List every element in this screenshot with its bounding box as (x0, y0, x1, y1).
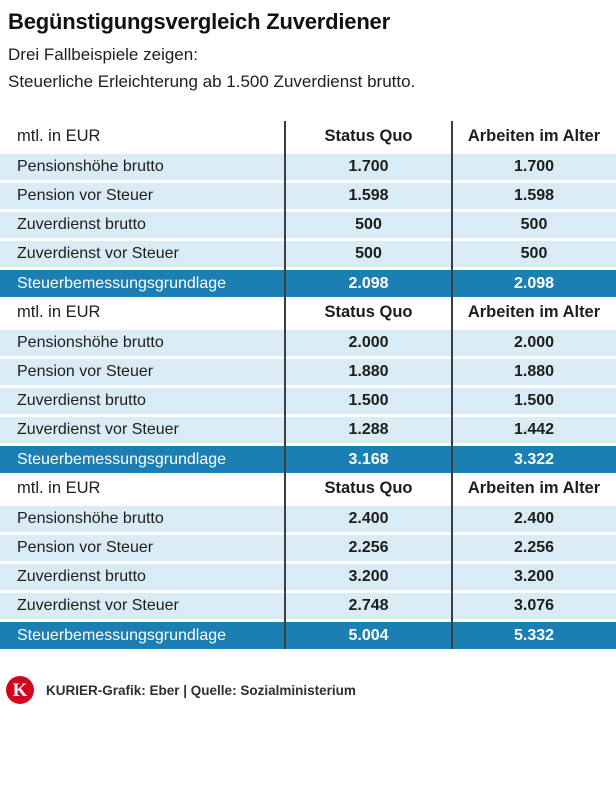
cell-value: 3.200 (513, 568, 555, 585)
cell-value: 2.098 (348, 274, 389, 292)
column-header-status-quo: Status Quo (324, 302, 413, 321)
cell-value: 3.076 (513, 597, 555, 614)
table-row: Pensionshöhe brutto 1.700 1.700 (0, 154, 616, 180)
cell-value: 1.598 (348, 187, 389, 204)
cell-value: 1.442 (513, 421, 555, 438)
column-divider (451, 121, 453, 297)
case-table-1: mtl. in EUR Status Quo Arbeiten im Alter… (0, 121, 616, 297)
kurier-logo: K (6, 676, 34, 704)
column-divider (284, 473, 286, 649)
case-table-2: mtl. in EUR Status Quo Arbeiten im Alter… (0, 297, 616, 473)
unit-header: mtl. in EUR (17, 126, 101, 145)
table-row: Pension vor Steuer 2.256 2.256 (0, 535, 616, 561)
cell-value: 2.748 (348, 597, 389, 614)
page-title: Begünstigungsvergleich Zuverdiener (8, 9, 390, 34)
cell-value: 1.880 (348, 363, 389, 380)
cell-value: 1.288 (348, 421, 389, 438)
row-label: Zuverdienst brutto (17, 216, 146, 233)
subtitle-line-1: Drei Fallbeispiele zeigen: (8, 45, 198, 64)
cell-value: 1.500 (513, 392, 555, 409)
cell-value: 1.500 (348, 392, 389, 409)
row-label: Steuerbemessungsgrundlage (17, 274, 227, 292)
cell-value: 5.332 (513, 626, 555, 644)
cell-value: 2.098 (513, 274, 555, 292)
table-header-row: mtl. in EUR Status Quo Arbeiten im Alter (0, 297, 616, 327)
row-label: Pensionshöhe brutto (17, 158, 164, 175)
cell-value: 3.168 (348, 450, 389, 468)
table-row: Zuverdienst brutto 3.200 3.200 (0, 564, 616, 590)
cell-value: 500 (355, 216, 382, 233)
table-row-highlight: Steuerbemessungsgrundlage 5.004 5.332 (0, 622, 616, 649)
cell-value: 2.256 (348, 539, 389, 556)
cell-value: 500 (520, 245, 548, 262)
subtitle-line-2: Steuerliche Erleichterung ab 1.500 Zuver… (8, 71, 416, 91)
row-label: Zuverdienst vor Steuer (17, 597, 179, 614)
column-header-arbeiten-im-alter: Arbeiten im Alter (467, 126, 601, 145)
cell-value: 3.200 (348, 568, 389, 585)
cell-value: 500 (520, 216, 548, 233)
column-header-status-quo: Status Quo (324, 126, 413, 145)
column-header-status-quo: Status Quo (324, 478, 413, 497)
column-divider (451, 297, 453, 473)
cell-value: 2.000 (348, 334, 389, 351)
credit-line: KURIER-Grafik: Eber | Quelle: Sozialmini… (46, 682, 356, 698)
table-row: Pensionshöhe brutto 2.400 2.400 (0, 506, 616, 532)
column-divider (284, 297, 286, 473)
row-label: Zuverdienst brutto (17, 392, 146, 409)
cell-value: 5.004 (348, 626, 389, 644)
table-row: Pensionshöhe brutto 2.000 2.000 (0, 330, 616, 356)
column-divider (451, 473, 453, 649)
row-label: Pension vor Steuer (17, 539, 154, 556)
table-header-row: mtl. in EUR Status Quo Arbeiten im Alter (0, 121, 616, 151)
case-table-3: mtl. in EUR Status Quo Arbeiten im Alter… (0, 473, 616, 649)
table-row: Zuverdienst brutto 1.500 1.500 (0, 388, 616, 414)
table-row: Zuverdienst brutto 500 500 (0, 212, 616, 238)
cell-value: 3.322 (513, 450, 555, 468)
table-row: Pension vor Steuer 1.598 1.598 (0, 183, 616, 209)
row-label: Pensionshöhe brutto (17, 510, 164, 527)
table-row-highlight: Steuerbemessungsgrundlage 2.098 2.098 (0, 270, 616, 297)
cell-value: 1.700 (348, 158, 389, 175)
column-header-arbeiten-im-alter: Arbeiten im Alter (467, 302, 601, 321)
row-label: Pension vor Steuer (17, 187, 154, 204)
unit-header: mtl. in EUR (17, 478, 101, 497)
row-label: Zuverdienst vor Steuer (17, 245, 179, 262)
cell-value: 500 (355, 245, 382, 262)
column-header-arbeiten-im-alter: Arbeiten im Alter (467, 478, 601, 497)
footer: K KURIER-Grafik: Eber | Quelle: Sozialmi… (6, 676, 616, 704)
cell-value: 2.000 (513, 334, 555, 351)
cell-value: 1.700 (513, 158, 555, 175)
cell-value: 2.400 (348, 510, 389, 527)
table-row: Zuverdienst vor Steuer 1.288 1.442 (0, 417, 616, 443)
row-label: Steuerbemessungsgrundlage (17, 450, 227, 468)
table-header-row: mtl. in EUR Status Quo Arbeiten im Alter (0, 473, 616, 503)
cell-value: 2.400 (513, 510, 555, 527)
column-divider (284, 121, 286, 297)
row-label: Zuverdienst vor Steuer (17, 421, 179, 438)
row-label: Steuerbemessungsgrundlage (17, 626, 227, 644)
row-label: Zuverdienst brutto (17, 568, 146, 585)
cell-value: 1.598 (513, 187, 555, 204)
table-row: Zuverdienst vor Steuer 2.748 3.076 (0, 593, 616, 619)
cell-value: 1.880 (513, 363, 555, 380)
subtitle: Drei Fallbeispiele zeigen: Steuerliche E… (8, 42, 616, 95)
unit-header: mtl. in EUR (17, 302, 101, 321)
cell-value: 2.256 (513, 539, 555, 556)
table-row: Pension vor Steuer 1.880 1.880 (0, 359, 616, 385)
row-label: Pension vor Steuer (17, 363, 154, 380)
row-label: Pensionshöhe brutto (17, 334, 164, 351)
table-row: Zuverdienst vor Steuer 500 500 (0, 241, 616, 267)
table-row-highlight: Steuerbemessungsgrundlage 3.168 3.322 (0, 446, 616, 473)
